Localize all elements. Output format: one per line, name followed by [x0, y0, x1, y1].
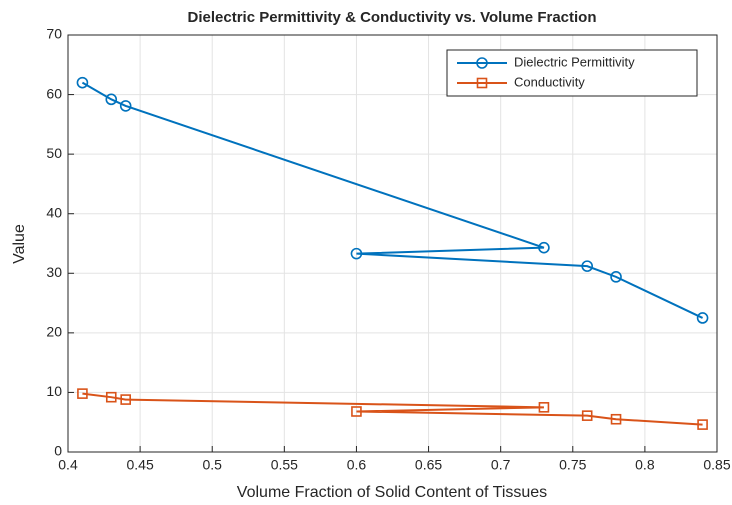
marker	[105, 391, 117, 403]
y-tick-label: 60	[46, 85, 62, 101]
y-axis-label: Value	[11, 224, 28, 264]
x-tick-label: 0.8	[635, 457, 655, 473]
marker	[350, 247, 363, 260]
marker	[476, 77, 488, 89]
marker	[581, 410, 593, 421]
legend-label: Dielectric Permittivity	[514, 54, 635, 69]
marker	[105, 93, 118, 106]
y-tick-label: 30	[46, 264, 62, 280]
marker	[696, 312, 709, 324]
y-tick-label: 20	[46, 324, 62, 340]
marker	[697, 419, 708, 430]
marker	[351, 406, 362, 417]
marker	[476, 57, 488, 69]
x-tick-label: 0.5	[202, 457, 222, 473]
x-tick-label: 0.55	[271, 457, 298, 473]
marker	[610, 271, 622, 283]
marker	[538, 241, 550, 254]
x-axis-label: Volume Fraction of Solid Content of Tiss…	[237, 484, 547, 501]
legend-label: Conductivity	[514, 74, 585, 89]
x-tick-label: 0.75	[559, 457, 586, 473]
marker	[581, 260, 594, 272]
x-tick-label: 0.6	[347, 457, 367, 473]
marker	[610, 413, 622, 425]
y-tick-label: 40	[46, 204, 62, 220]
y-tick-label: 10	[46, 383, 62, 399]
legend-box	[446, 49, 698, 97]
marker	[119, 100, 132, 112]
x-tick-label: 0.65	[415, 457, 442, 473]
marker	[538, 402, 550, 413]
x-tick-label: 0.85	[703, 457, 730, 473]
y-tick-label: 0	[54, 443, 62, 459]
y-tick-label: 50	[46, 145, 62, 161]
marker	[120, 394, 131, 405]
marker	[76, 76, 89, 89]
marker	[77, 388, 88, 399]
x-tick-label: 0.45	[126, 457, 153, 473]
y-tick-label: 70	[46, 26, 62, 42]
plot-frame	[67, 34, 718, 453]
x-tick-label: 0.4	[58, 457, 78, 473]
x-tick-label: 0.7	[491, 457, 511, 473]
chart-title: Dielectric Permittivity & Conductivity v…	[188, 9, 597, 26]
